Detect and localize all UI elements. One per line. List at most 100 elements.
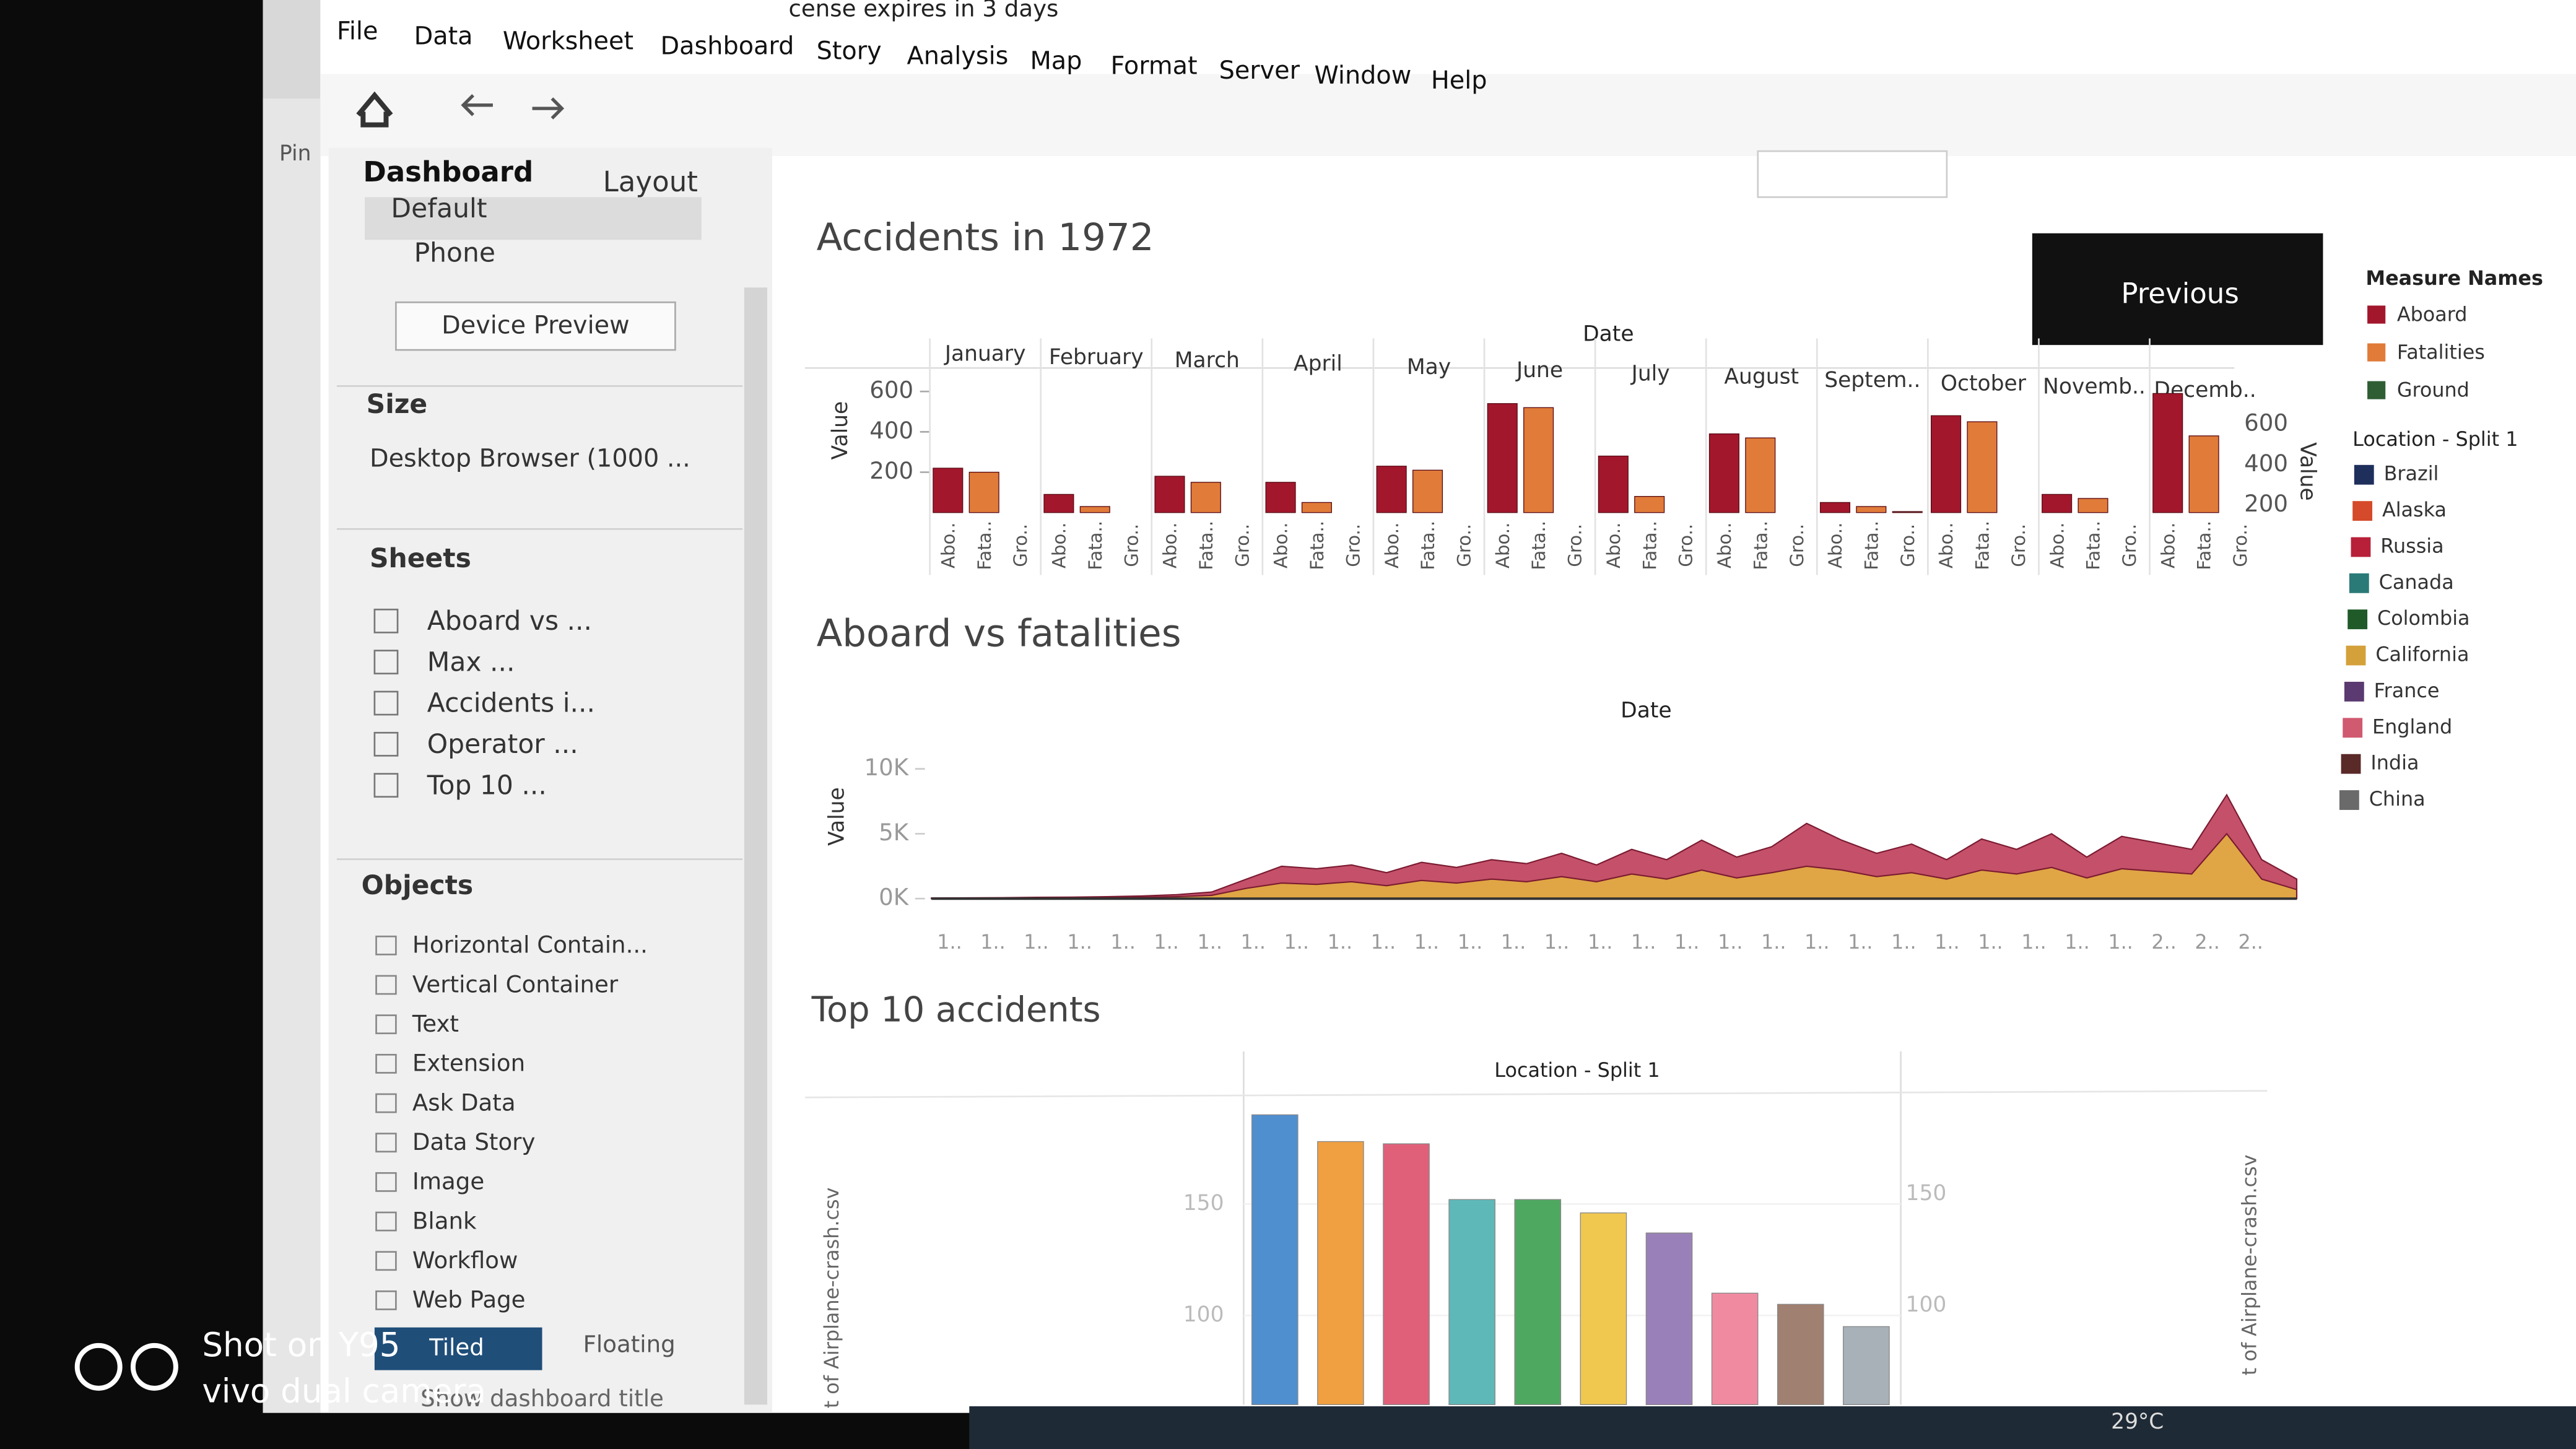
bar (1892, 511, 1923, 513)
size-value[interactable]: Desktop Browser (1000 ... (370, 444, 690, 472)
bar (2188, 435, 2219, 513)
x-tick-label: 1.. (1718, 930, 1743, 954)
legend-item[interactable]: France (2374, 679, 2440, 702)
device-preview[interactable]: Device Preview (442, 311, 630, 339)
sheet-item[interactable]: Aboard vs ... (427, 606, 592, 637)
object-item[interactable]: Text (412, 1011, 459, 1037)
y-tick-label: 200 (2244, 490, 2288, 517)
device-preview-button[interactable] (395, 301, 676, 351)
legend-item[interactable]: Russia (2380, 534, 2443, 557)
legend-item[interactable]: Canada (2379, 570, 2454, 594)
object-item[interactable]: Workflow (412, 1247, 518, 1274)
chart-title: Top 10 accidents (811, 990, 1101, 1030)
sheet-item[interactable]: Top 10 ... (427, 770, 547, 801)
nav-arrows[interactable] (461, 94, 565, 120)
tab[interactable]: Dashboard (363, 155, 533, 188)
menu-item[interactable]: Format (1110, 51, 1197, 80)
measure-label: Gro.. (1565, 524, 1586, 567)
object-item[interactable]: Web Page (412, 1287, 526, 1313)
menu-item[interactable]: Worksheet (503, 27, 633, 55)
month-header: April (1294, 351, 1342, 376)
bar (1376, 466, 1407, 513)
bar (968, 471, 999, 513)
device-item[interactable]: Default (391, 194, 487, 224)
month-header: June (1515, 358, 1563, 383)
x-tick-label: 1.. (1154, 930, 1179, 954)
object-item[interactable]: Horizontal Contain... (412, 932, 648, 959)
month-header: May (1407, 355, 1451, 380)
bar (1967, 421, 1998, 513)
bar (1856, 506, 1887, 513)
menu-item[interactable]: Map (1030, 46, 1082, 75)
sheet-item[interactable]: Accidents i... (427, 689, 595, 719)
layout-mode[interactable]: Floating (583, 1331, 676, 1357)
measure-label: Abo.. (1049, 523, 1070, 568)
x-tick-label: 1.. (1978, 930, 2003, 954)
measure-label: Fata.. (1196, 521, 1217, 570)
object-icon (375, 935, 397, 955)
bar (1819, 502, 1851, 513)
tab[interactable]: Layout (603, 165, 698, 198)
menu-item[interactable]: Help (1431, 66, 1487, 95)
object-item[interactable]: Ask Data (412, 1089, 516, 1116)
tiled-bg[interactable] (374, 1327, 542, 1370)
x-tick-label: 1.. (1544, 930, 1570, 954)
legend-item[interactable]: Ground (2397, 378, 2469, 401)
bar (1843, 1326, 1890, 1406)
sheet-item[interactable]: Operator ... (427, 729, 578, 760)
legend-item[interactable]: Fatalities (2397, 340, 2485, 363)
x-tick-label: 1.. (1067, 930, 1092, 954)
menu-item[interactable]: File (337, 17, 378, 46)
legend-item[interactable]: England (2372, 715, 2452, 738)
home-icon[interactable] (356, 91, 393, 128)
y-tick-label: 600 (869, 377, 913, 404)
x-tick-label: 1.. (1284, 930, 1310, 954)
y-tick-label: 0K (879, 884, 910, 911)
menu-item[interactable]: Data (414, 22, 473, 51)
menu-item[interactable]: Analysis (907, 41, 1008, 70)
section-heading: Sheets (370, 544, 471, 574)
y-tick-label: 400 (869, 417, 913, 444)
previous-button[interactable]: Previous (2121, 277, 2239, 310)
measure-label: Abo.. (1714, 523, 1735, 568)
legend-item[interactable]: India (2370, 751, 2419, 775)
legend-item[interactable]: Aboard (2397, 302, 2468, 326)
object-icon (375, 1093, 397, 1113)
legend-title: Location - Split 1 (2352, 427, 2518, 451)
scrollbar[interactable] (744, 287, 767, 1405)
legend-item[interactable]: California (2375, 643, 2469, 666)
legend-title: Measure Names (2365, 266, 2543, 290)
sheet-item[interactable]: Max ... (427, 647, 515, 677)
menu-item[interactable]: Story (817, 37, 882, 65)
legend-swatch (2352, 501, 2373, 521)
x-tick-label: 1.. (1241, 930, 1266, 954)
menu-item[interactable]: Dashboard (661, 32, 794, 60)
menu-item[interactable]: Window (1314, 61, 1411, 90)
bar (1634, 496, 1665, 513)
device-item[interactable]: Phone (414, 238, 495, 269)
x-tick-label: 1.. (1197, 930, 1222, 954)
layout-mode[interactable]: Tiled (429, 1334, 484, 1361)
bar (1580, 1212, 1627, 1406)
x-header: Date (1583, 322, 1634, 347)
x-tick-label: 1.. (1934, 930, 1960, 954)
object-item[interactable]: Vertical Container (412, 971, 619, 998)
legend-item[interactable]: Colombia (2377, 606, 2470, 630)
chart-title: Aboard vs fatalities (817, 611, 1181, 655)
previous-bg[interactable] (2032, 233, 2323, 346)
legend-item[interactable]: China (2369, 787, 2426, 811)
toolbar-dropdown[interactable] (1757, 150, 1948, 198)
bar (1487, 403, 1518, 513)
bar (2042, 494, 2073, 513)
bar (1154, 476, 1185, 513)
object-item[interactable]: Blank (412, 1208, 477, 1234)
menu-item[interactable]: Server (1219, 56, 1300, 85)
object-item[interactable]: Image (412, 1168, 484, 1195)
legend-item[interactable]: Brazil (2384, 462, 2439, 485)
show-title[interactable]: Show dashboard title (420, 1385, 664, 1412)
legend-item[interactable]: Alaska (2382, 498, 2447, 521)
x-tick-label: 1.. (937, 930, 962, 954)
object-item[interactable]: Extension (412, 1050, 525, 1077)
month-header: August (1724, 365, 1799, 389)
object-item[interactable]: Data Story (412, 1129, 536, 1155)
